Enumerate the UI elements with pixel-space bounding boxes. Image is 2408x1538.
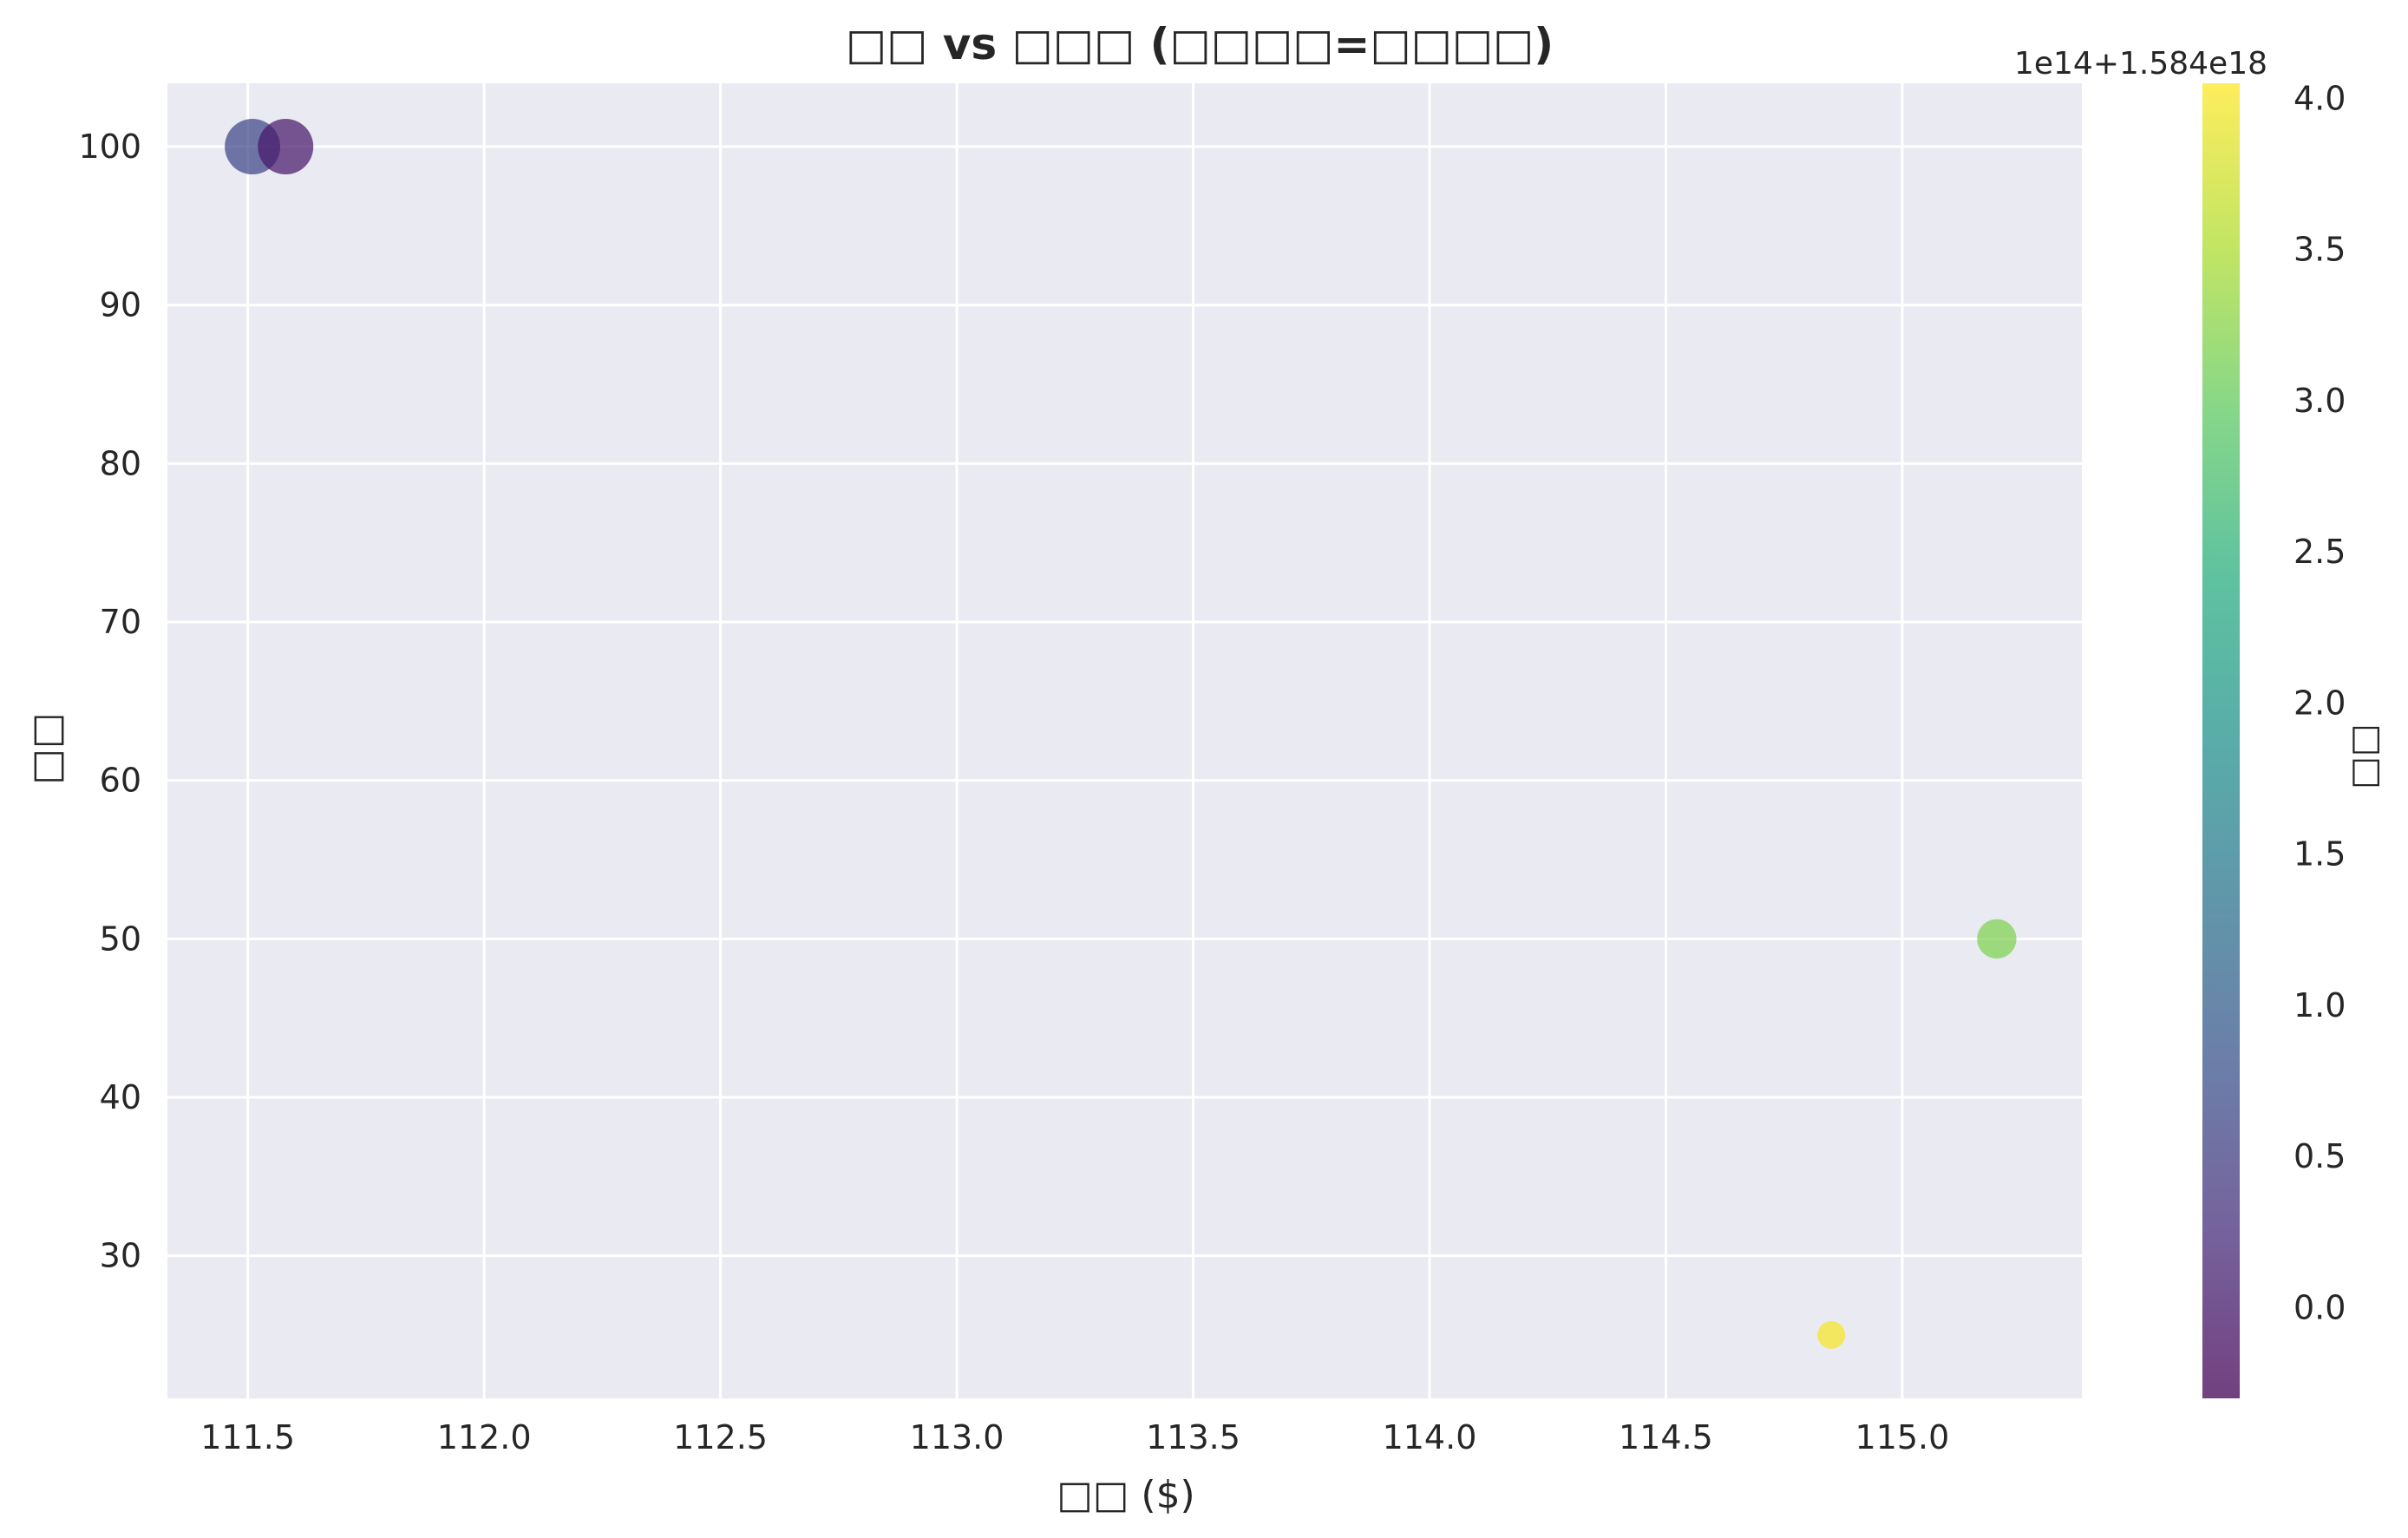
y-axis-label: □□: [24, 712, 69, 784]
x-tick-label: 112.0: [437, 1418, 532, 1456]
plot-area: [167, 83, 2082, 1398]
grid-lines: [167, 83, 2082, 1398]
y-tick-label: 40: [100, 1078, 141, 1116]
colorbar-tick-label: 3.0: [2293, 382, 2346, 420]
y-tick-labels: 30 40 50 60 70 80 90 100: [78, 128, 141, 1275]
y-tick-label: 50: [100, 920, 141, 958]
chart-title: □□ vs □□□ (□□□□=□□□□): [846, 19, 1554, 69]
colorbar-tick-label: 0.0: [2293, 1288, 2346, 1326]
y-tick-label: 30: [100, 1237, 141, 1275]
x-tick-label: 112.5: [673, 1418, 768, 1456]
x-tick-labels: 111.5 112.0 112.5 113.0 113.5 114.0 114.5 115.0: [200, 1418, 1949, 1456]
data-point: [258, 119, 314, 175]
colorbar: [2202, 83, 2240, 1398]
colorbar-tick-label: 0.5: [2293, 1137, 2346, 1175]
y-tick-label: 60: [100, 762, 141, 800]
x-tick-label: 113.0: [910, 1418, 1004, 1456]
x-tick-label: 115.0: [1855, 1418, 1950, 1456]
colorbar-tick-label: 1.0: [2293, 986, 2346, 1024]
colorbar-label: □□: [2344, 723, 2384, 789]
y-tick-label: 70: [100, 603, 141, 641]
x-axis-label: □□ ($): [1057, 1473, 1194, 1517]
x-tick-label: 114.0: [1383, 1418, 1477, 1456]
data-point: [1817, 1320, 1846, 1349]
x-tick-label: 113.5: [1146, 1418, 1240, 1456]
y-tick-label: 90: [100, 286, 141, 324]
colorbar-tick-label: 3.5: [2293, 231, 2346, 269]
y-tick-label: 80: [100, 444, 141, 482]
x-tick-label: 114.5: [1619, 1418, 1713, 1456]
y-tick-label: 100: [78, 128, 141, 166]
colorbar-tick-label: 1.5: [2293, 835, 2346, 874]
colorbar-offset-text: 1e14+1.584e18: [2014, 46, 2267, 82]
colorbar-tick-label: 4.0: [2293, 79, 2346, 117]
colorbar-tick-labels: 0.0 0.5 1.0 1.5 2.0 2.5 3.0 3.5 4.0: [2293, 79, 2346, 1326]
data-points: [225, 119, 2017, 1349]
colorbar-tick-label: 2.5: [2293, 533, 2346, 571]
colorbar-tick-label: 2.0: [2293, 684, 2346, 722]
data-point: [1977, 919, 2017, 959]
x-tick-label: 111.5: [200, 1418, 295, 1456]
